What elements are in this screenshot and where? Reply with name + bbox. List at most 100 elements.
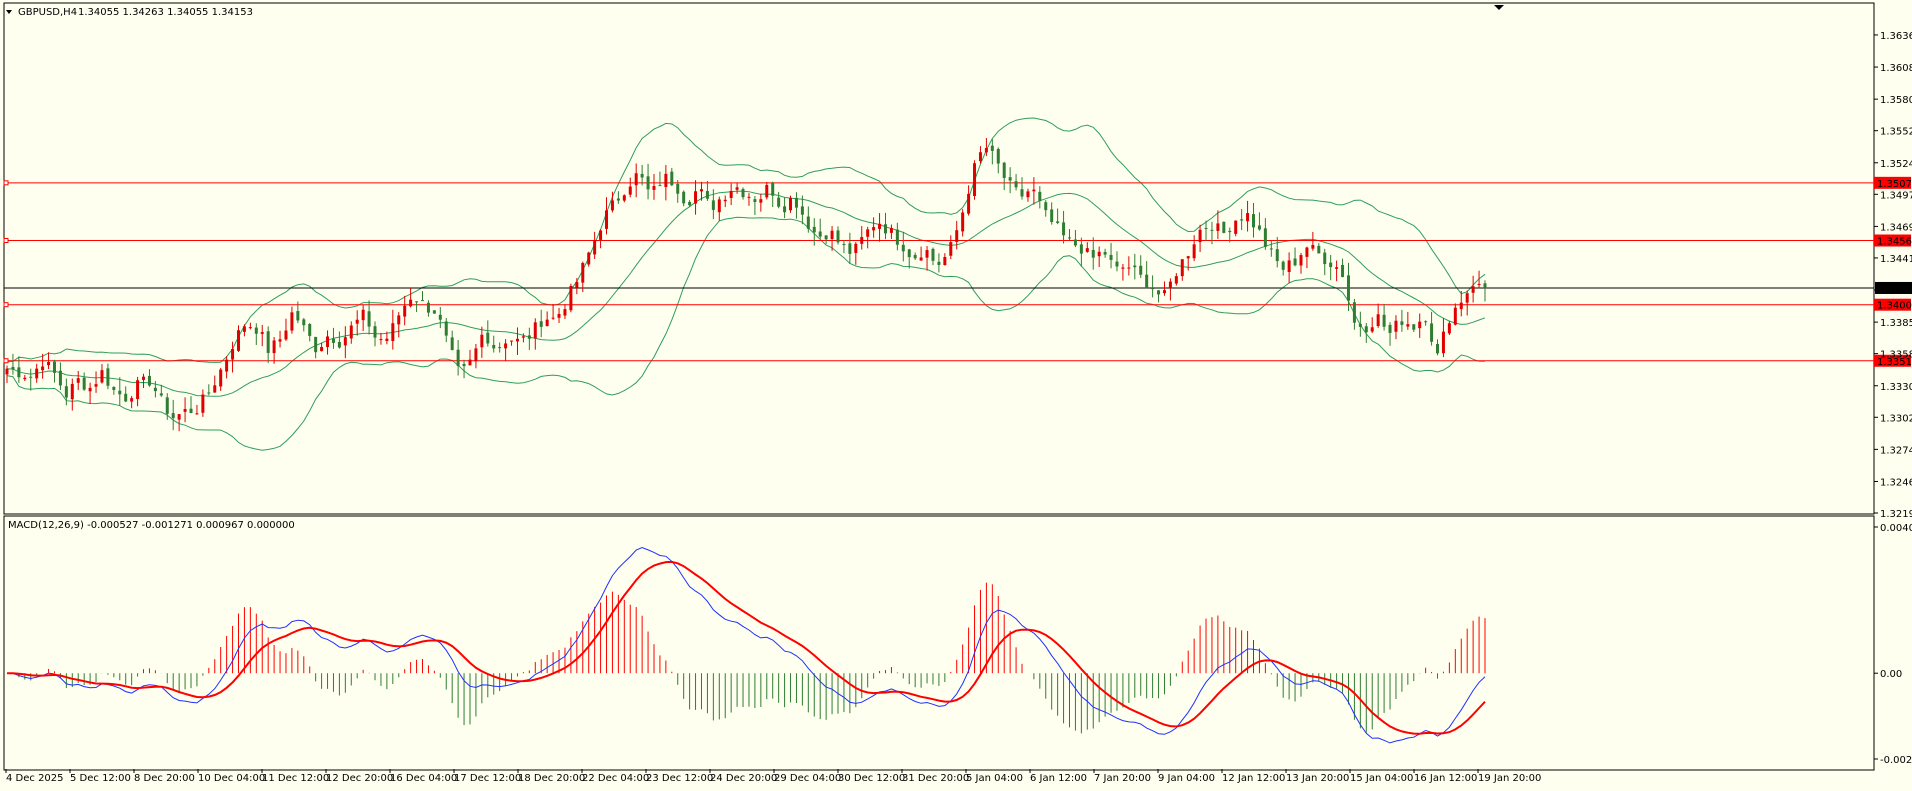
candle-body	[575, 281, 579, 288]
candle-body	[1388, 324, 1392, 333]
symbol-label: GBPUSD,H4	[18, 7, 77, 18]
candle-body	[759, 199, 763, 203]
candle-body	[1335, 267, 1339, 269]
candle-body	[1192, 244, 1196, 259]
level-handle[interactable]	[3, 238, 9, 244]
candle-body	[308, 324, 312, 336]
candle-body	[421, 300, 425, 302]
candle-body	[225, 359, 229, 372]
level-handle[interactable]	[3, 180, 9, 186]
candle-body	[367, 311, 371, 327]
candle-body	[735, 187, 739, 190]
candle-body	[337, 342, 341, 348]
candle-body	[278, 339, 282, 342]
candle-body	[688, 201, 692, 206]
price-axis-label: 1.34690	[1880, 222, 1912, 233]
candle-body	[343, 337, 347, 346]
candle-body	[1257, 225, 1261, 230]
candle-body	[889, 228, 893, 233]
time-axis-label: 11 Dec 12:00	[262, 773, 329, 784]
candle-body	[1145, 274, 1149, 288]
candle-body	[100, 370, 104, 383]
chart-shift-marker-icon[interactable]	[1494, 5, 1504, 10]
candle-body	[729, 190, 733, 198]
candle-body	[789, 197, 793, 211]
candle-body	[320, 346, 324, 352]
candle-body	[581, 262, 585, 283]
macd-readout: MACD(12,26,9) -0.000527 -0.001271 0.0009…	[8, 520, 295, 531]
price-axis-label: 1.33580	[1880, 350, 1912, 361]
candle-body	[64, 386, 68, 398]
candle-body	[895, 229, 899, 245]
candle-body	[11, 366, 15, 370]
candle-body	[1180, 259, 1184, 277]
candle-body	[189, 408, 193, 413]
candle-body	[1412, 324, 1416, 330]
candle-body	[486, 332, 490, 344]
macd-axis-label: 0.00	[1880, 669, 1902, 680]
candle-body	[219, 369, 223, 387]
price-axis-label: 1.34415	[1880, 254, 1912, 265]
candle-body	[866, 229, 870, 237]
price-axis-label: 1.36080	[1880, 63, 1912, 74]
candle-body	[610, 200, 614, 211]
dropdown-icon[interactable]	[6, 10, 12, 14]
level-handle[interactable]	[3, 358, 9, 364]
candle-body	[937, 261, 941, 265]
candle-body	[777, 197, 781, 207]
level-price-label: 1.34007	[1877, 301, 1912, 312]
candle-body	[616, 198, 620, 201]
candle-body	[913, 254, 917, 259]
macd-panel-frame	[3, 515, 1875, 771]
candle-body	[1186, 256, 1190, 259]
time-axis-label: 10 Dec 04:00	[198, 773, 265, 784]
time-axis-label: 16 Jan 12:00	[1414, 773, 1477, 784]
candle-body	[1240, 219, 1244, 221]
price-axis-label: 1.32465	[1880, 477, 1912, 488]
candle-body	[82, 377, 86, 390]
candle-body	[539, 321, 543, 327]
candle-body	[415, 301, 419, 303]
candle-body	[397, 315, 401, 325]
candle-body	[1002, 162, 1006, 178]
candle-body	[860, 237, 864, 244]
candle-body	[996, 148, 1000, 164]
candle-body	[510, 340, 514, 342]
candle-body	[1162, 290, 1166, 294]
candle-body	[1311, 244, 1315, 249]
price-axis-label: 1.32745	[1880, 445, 1912, 456]
macd-axis-label: 0.004017	[1880, 523, 1912, 534]
candle-body	[130, 398, 134, 402]
candle-body	[29, 376, 33, 378]
level-price-tag	[1874, 354, 1911, 367]
candle-body	[545, 319, 549, 327]
candle-body	[70, 383, 74, 400]
candle-body	[569, 285, 573, 311]
level-handle[interactable]	[3, 302, 9, 308]
candle-body	[1008, 177, 1012, 181]
candle-body	[1459, 302, 1463, 310]
candle-body	[462, 363, 466, 367]
candle-body	[1269, 248, 1273, 250]
candle-body	[1477, 283, 1481, 285]
candle-body	[147, 375, 151, 386]
time-axis-label: 9 Jan 04:00	[1158, 773, 1215, 784]
candle-body	[1358, 323, 1362, 327]
candle-body	[753, 199, 757, 203]
candle-body	[112, 386, 116, 390]
level-price-label: 1.34567	[1877, 237, 1912, 248]
candle-body	[171, 413, 175, 419]
candle-body	[783, 206, 787, 213]
macd-axis-label: -0.002357	[1880, 755, 1912, 766]
candle-body	[1151, 288, 1155, 290]
candle-body	[349, 325, 353, 339]
candle-body	[456, 349, 460, 366]
price-axis-label: 1.33300	[1880, 382, 1912, 393]
candle-body	[1228, 230, 1232, 233]
candle-body	[1014, 181, 1018, 188]
candle-body	[23, 377, 27, 380]
candle-body	[1406, 324, 1410, 327]
candle-body	[41, 366, 45, 371]
